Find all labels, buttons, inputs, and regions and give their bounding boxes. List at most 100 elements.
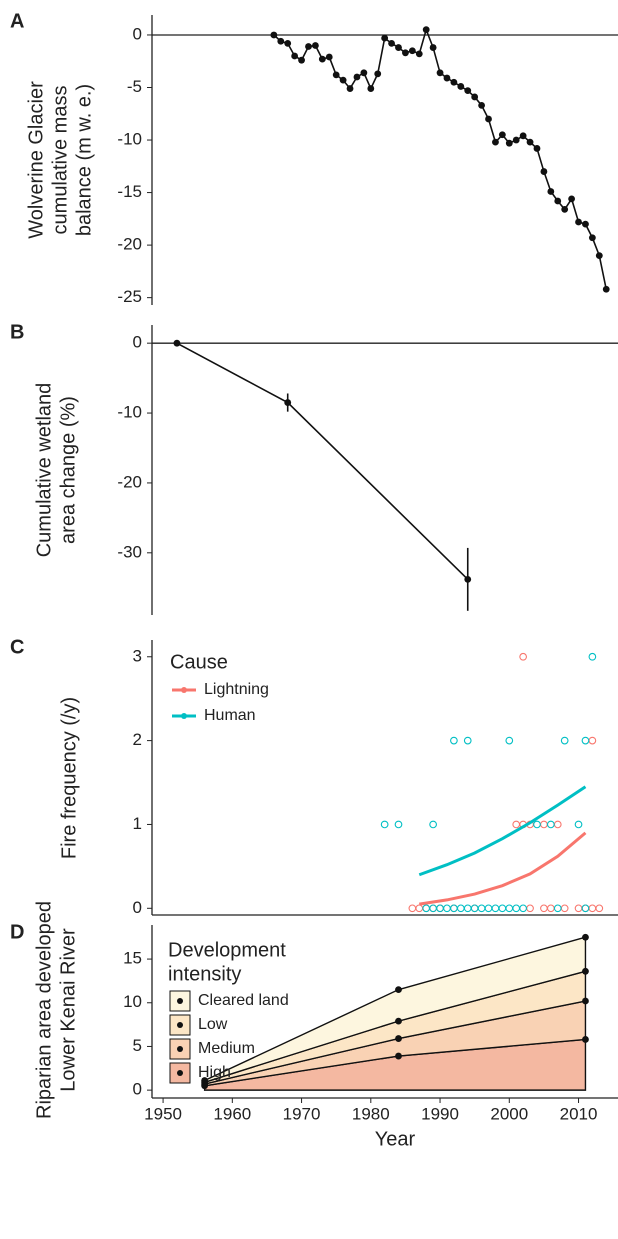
data-point bbox=[540, 168, 548, 175]
data-point bbox=[457, 83, 465, 90]
data-point bbox=[305, 43, 312, 50]
panel-letter: A bbox=[10, 10, 24, 32]
data-point bbox=[346, 85, 354, 92]
data-point bbox=[588, 904, 597, 913]
data-point bbox=[325, 53, 333, 61]
data-point bbox=[380, 820, 389, 829]
data-point bbox=[553, 904, 562, 913]
data-point bbox=[540, 820, 548, 829]
x-tick-label: 1980 bbox=[352, 1104, 390, 1123]
data-point bbox=[568, 195, 576, 203]
data-point bbox=[547, 188, 555, 195]
data-point bbox=[422, 26, 430, 34]
data-point bbox=[415, 50, 423, 58]
x-tick-label: 1960 bbox=[213, 1104, 251, 1123]
legend-label: Medium bbox=[198, 1040, 255, 1057]
panel-letter: C bbox=[10, 636, 24, 658]
legend-title: intensity bbox=[168, 963, 241, 985]
legend-label: High bbox=[198, 1064, 231, 1081]
fit-line bbox=[418, 785, 587, 877]
data-point bbox=[574, 904, 583, 913]
y-tick-label: -20 bbox=[117, 472, 142, 491]
panel-letter: D bbox=[10, 921, 24, 943]
data-point bbox=[436, 69, 444, 77]
data-point bbox=[546, 820, 555, 829]
data-point bbox=[360, 69, 368, 77]
data-point bbox=[284, 39, 292, 47]
legend-swatch-dot bbox=[181, 687, 187, 693]
y-tick-label: 15 bbox=[123, 949, 142, 968]
data-point bbox=[470, 904, 479, 913]
data-point bbox=[498, 904, 507, 913]
legend-swatch-dot bbox=[177, 1022, 183, 1028]
x-tick-label: 1970 bbox=[283, 1104, 321, 1123]
y-tick-label: 2 bbox=[133, 730, 142, 749]
data-point bbox=[581, 904, 590, 913]
data-point bbox=[526, 904, 534, 913]
data-point bbox=[270, 31, 278, 39]
data-point bbox=[512, 820, 521, 829]
fit-line bbox=[419, 831, 587, 906]
y-axis-label: Fire frequency (/y) bbox=[58, 697, 80, 859]
legend-label: Cleared land bbox=[198, 992, 289, 1009]
data-point bbox=[463, 736, 472, 745]
data-point bbox=[201, 1077, 209, 1084]
data-point bbox=[436, 904, 444, 913]
y-tick-label: -5 bbox=[127, 77, 142, 96]
data-point bbox=[464, 87, 472, 95]
data-point bbox=[443, 74, 451, 82]
data-line bbox=[273, 27, 608, 290]
data-point bbox=[575, 218, 582, 226]
y-tick-label: -15 bbox=[117, 182, 142, 201]
data-point bbox=[582, 997, 589, 1005]
data-point bbox=[553, 820, 562, 829]
data-point bbox=[395, 1035, 402, 1042]
data-point bbox=[519, 132, 527, 140]
legend-swatch-dot bbox=[177, 1046, 183, 1052]
data-point bbox=[318, 55, 326, 63]
data-point bbox=[395, 986, 402, 994]
data-point bbox=[471, 93, 479, 101]
data-point bbox=[533, 820, 541, 829]
y-axis-label: area change (%) bbox=[57, 396, 79, 544]
data-point bbox=[602, 285, 610, 293]
y-tick-label: 0 bbox=[133, 898, 142, 917]
data-point bbox=[388, 39, 395, 47]
data-point bbox=[485, 115, 492, 123]
data-point bbox=[284, 399, 292, 406]
legend-swatch-dot bbox=[181, 713, 187, 719]
data-point bbox=[381, 34, 389, 42]
y-tick-label: -10 bbox=[117, 403, 142, 422]
y-tick-label: -20 bbox=[117, 235, 142, 254]
data-point bbox=[477, 904, 486, 913]
x-tick-label: 1950 bbox=[144, 1104, 182, 1123]
data-point bbox=[464, 575, 472, 583]
legend-label: Human bbox=[204, 707, 256, 724]
data-point bbox=[595, 904, 604, 913]
data-point bbox=[546, 904, 555, 913]
data-point bbox=[595, 252, 603, 260]
y-tick-label: -25 bbox=[117, 287, 142, 306]
data-point bbox=[560, 904, 569, 913]
data-point bbox=[512, 136, 520, 144]
y-tick-label: 1 bbox=[133, 814, 142, 833]
data-point bbox=[173, 339, 181, 347]
data-point bbox=[560, 736, 569, 745]
y-axis-label: Lower Kenai River bbox=[57, 928, 79, 1092]
y-tick-label: 0 bbox=[133, 24, 142, 43]
data-point bbox=[505, 139, 513, 147]
data-point bbox=[582, 967, 589, 975]
y-tick-label: -10 bbox=[117, 130, 142, 149]
y-tick-label: 0 bbox=[133, 1080, 142, 1099]
y-tick-label: 0 bbox=[133, 333, 142, 352]
y-tick-label: 5 bbox=[133, 1036, 142, 1055]
data-point bbox=[374, 70, 382, 78]
data-point bbox=[574, 820, 583, 829]
data-point bbox=[429, 820, 437, 829]
data-point bbox=[492, 138, 499, 146]
y-axis-label: cumulative mass bbox=[49, 86, 71, 235]
y-axis-label: Wolverine Glacier bbox=[25, 81, 47, 239]
data-point bbox=[422, 904, 431, 913]
data-point bbox=[526, 138, 534, 146]
